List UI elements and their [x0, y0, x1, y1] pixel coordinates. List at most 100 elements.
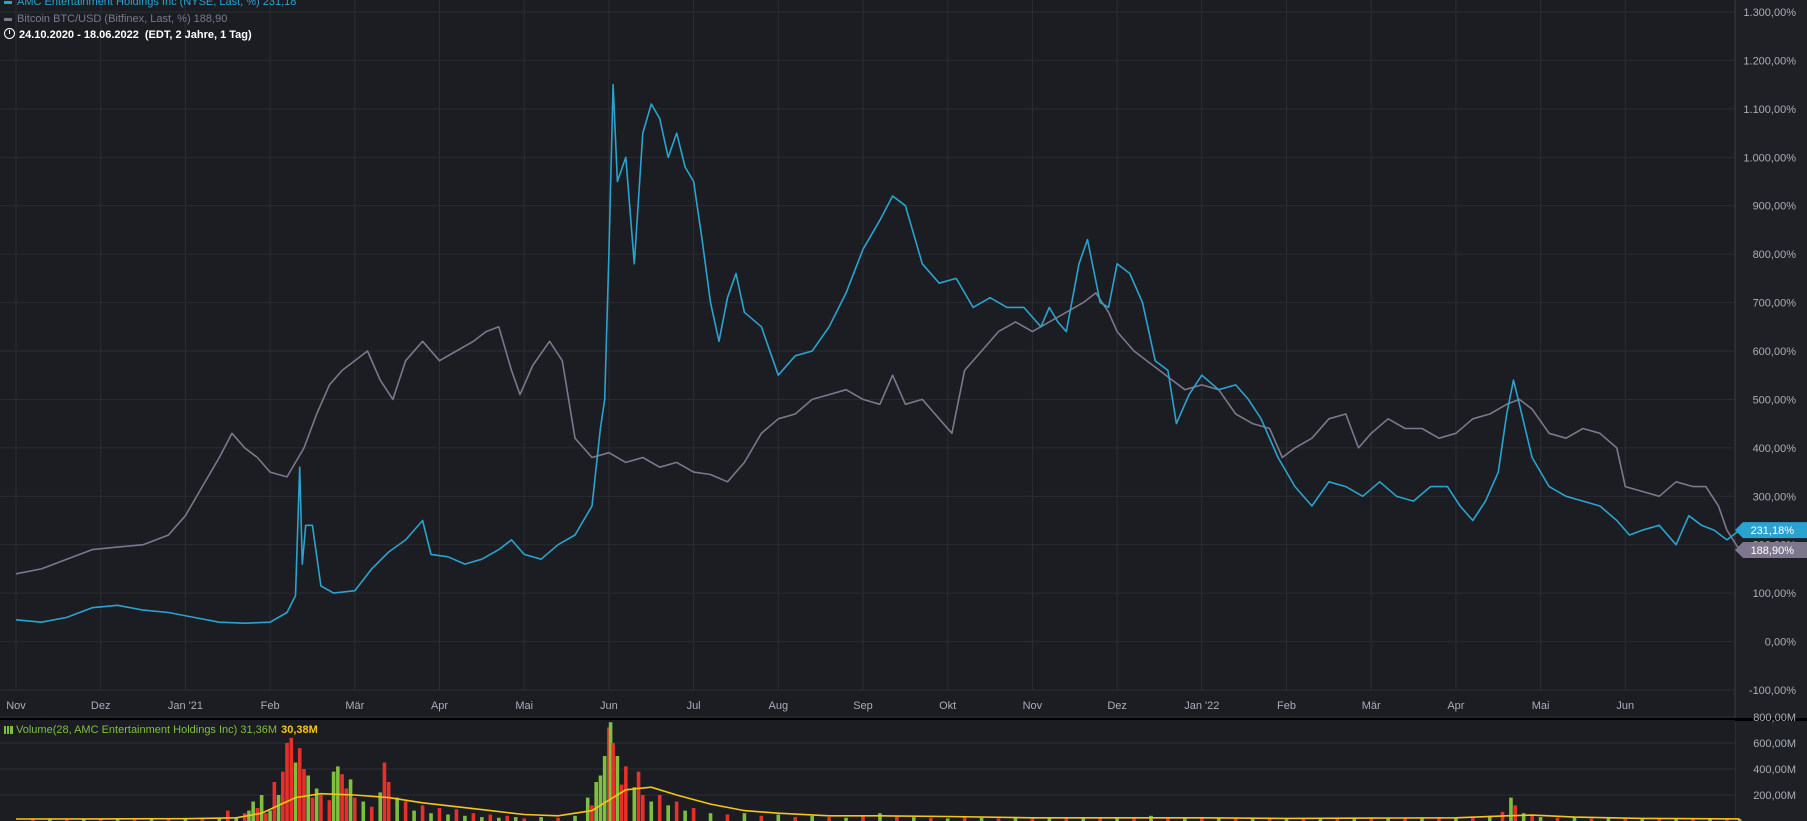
volume-bar: [302, 769, 306, 821]
x-tick-label: Nov: [6, 700, 26, 712]
volume-bar: [979, 817, 984, 821]
volume-bar: [331, 771, 336, 821]
volume-bar: [674, 801, 679, 821]
volume-legend[interactable]: Volume(28, AMC Entertainment Holdings In…: [4, 724, 318, 736]
volume-bar: [1352, 817, 1357, 821]
volume-bar: [344, 788, 349, 821]
volume-bar: [615, 756, 620, 821]
volume-bar: [166, 819, 171, 821]
last-value-tag-amc: 231,18%: [1735, 522, 1807, 539]
volume-bar: [928, 817, 933, 821]
volume-bar: [1530, 815, 1534, 821]
volume-bar: [602, 756, 607, 821]
volume-bar: [1606, 817, 1611, 821]
volume-bar: [1216, 817, 1221, 821]
legend-btc[interactable]: Bitcoin BTC/USD (Bitfinex, Last, %) 188,…: [4, 13, 227, 25]
volume-bar: [149, 819, 154, 821]
volume-bar: [1737, 819, 1742, 821]
volume-bar: [632, 787, 637, 821]
volume-bar: [1555, 817, 1560, 821]
volume-bar: [759, 815, 764, 821]
last-value-tag-bg: [1735, 542, 1807, 559]
volume-bar: [1513, 805, 1517, 821]
date-range[interactable]: 24.10.2020 - 18.06.2022 (EDT, 2 Jahre, 1 …: [4, 28, 252, 41]
y-tick-label: 900,00%: [1753, 201, 1797, 213]
volume-bar: [340, 774, 344, 821]
volume-bar: [691, 808, 696, 821]
price-axis-pane: [1735, 0, 1807, 821]
volume-bar: [1318, 817, 1323, 821]
series-line-btc: [15, 292, 1741, 575]
volume-bar: [65, 819, 69, 821]
volume-bar: [725, 814, 730, 821]
x-tick-label: Jan '21: [168, 700, 203, 712]
volume-bar: [1115, 818, 1119, 821]
legend-amc[interactable]: AMC Entertainment Holdings Inc (NYSE, La…: [4, 0, 296, 8]
last-value-label: 188,90%: [1751, 545, 1795, 557]
x-tick-label: Dez: [91, 700, 111, 712]
volume-bar: [608, 722, 613, 821]
volume-bar: [1487, 815, 1492, 821]
volume-bar: [386, 782, 391, 821]
y-tick-label: 300,00%: [1753, 491, 1797, 503]
volume-bar: [132, 818, 137, 821]
x-tick-label: Dez: [1107, 700, 1127, 712]
volume-bar: [683, 810, 687, 821]
volume-tick-label: 400,00M: [1753, 764, 1796, 776]
volume-bar: [573, 815, 577, 821]
x-tick-label: Aug: [769, 700, 789, 712]
volume-bar: [1030, 817, 1035, 821]
volume-bar: [378, 792, 383, 821]
volume-bar: [611, 743, 615, 821]
volume-bar: [861, 815, 865, 821]
x-tick-label: Jun: [1616, 700, 1634, 712]
volume-bar: [844, 817, 848, 821]
last-value-label: 231,18%: [1751, 525, 1795, 537]
volume-bar: [264, 813, 268, 821]
x-tick-label: Apr: [1447, 700, 1464, 712]
volume-bar: [1640, 819, 1645, 821]
volume-bar: [369, 806, 374, 821]
volume-bar: [1064, 817, 1069, 821]
y-tick-label: 1.300,00%: [1743, 7, 1796, 19]
y-tick-label: 800,00%: [1753, 249, 1797, 261]
volume-bar: [1386, 817, 1390, 821]
volume-bar: [810, 815, 814, 821]
volume-bar: [878, 813, 882, 821]
volume-bar: [225, 810, 230, 821]
volume-bar: [1521, 813, 1526, 821]
x-tick-label: Mär: [1362, 700, 1381, 712]
volume-bar: [1335, 818, 1340, 821]
volume-bar: [98, 819, 103, 821]
volume-bar: [319, 795, 323, 821]
volume-bar: [446, 814, 450, 821]
volume-bar: [348, 779, 353, 821]
volume-bar: [306, 775, 311, 821]
volume-bar: [1200, 818, 1204, 821]
volume-bar: [259, 795, 264, 821]
clock-icon: [4, 28, 15, 39]
volume-bar: [289, 737, 294, 821]
volume-bar: [556, 817, 560, 821]
x-tick-label: Nov: [1023, 700, 1043, 712]
y-tick-label: 500,00%: [1753, 394, 1797, 406]
y-tick-label: 0,00%: [1765, 637, 1796, 649]
volume-bar: [314, 788, 319, 821]
legend-amc-swatch: [4, 0, 12, 4]
x-tick-label: Mai: [515, 700, 533, 712]
series-line-amc: [15, 83, 1741, 624]
volume-bar: [539, 817, 543, 821]
y-tick-label: -100,00%: [1749, 685, 1796, 697]
volume-bar: [382, 762, 387, 821]
volume-bar: [1047, 818, 1052, 821]
volume-bar: [594, 782, 598, 821]
x-tick-label: Mär: [345, 700, 364, 712]
volume-bar: [776, 814, 781, 821]
volume-bar: [285, 743, 289, 821]
volume-average-value: 30,38M: [281, 724, 318, 736]
y-tick-label: 1.000,00%: [1743, 152, 1796, 164]
volume-bar: [437, 808, 442, 821]
volume-bar: [281, 771, 285, 821]
volume-bar: [962, 817, 967, 821]
